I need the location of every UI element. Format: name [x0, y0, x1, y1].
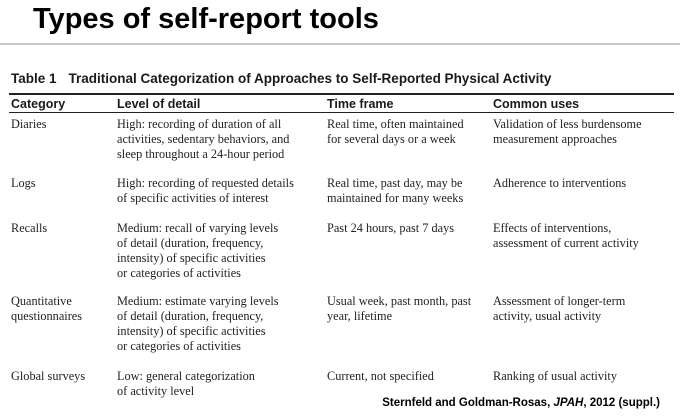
row-common-uses: Validation of less burdensome measuremen…: [493, 117, 642, 146]
row-common-uses: Ranking of usual activity: [493, 369, 617, 383]
row-level-of-detail: Medium: estimate varying levels of detai…: [117, 294, 279, 353]
row-level-of-detail: Medium: recall of varying levels of deta…: [117, 221, 279, 280]
row-category: Logs: [11, 176, 36, 190]
title-divider: [0, 43, 680, 45]
citation-authors: Sternfeld and Goldman-Rosas,: [382, 397, 551, 409]
row-level-of-detail: High: recording of duration of all activ…: [117, 117, 290, 161]
row-time-frame: Real time, past day, may be maintained f…: [327, 176, 464, 205]
header-category: Category: [11, 97, 66, 111]
citation-details: , 2012 (suppl.): [583, 397, 660, 409]
row-category: Diaries: [11, 117, 47, 131]
table-caption: Table 1 Traditional Categorization of App…: [11, 71, 551, 86]
row-level-of-detail: High: recording of requested details of …: [117, 176, 294, 205]
row-category: Recalls: [11, 221, 48, 235]
citation-journal: JPAH: [553, 397, 584, 409]
table-top-rule: [9, 93, 674, 95]
row-common-uses: Adherence to interventions: [493, 176, 627, 190]
row-common-uses: Effects of interventions, assessment of …: [493, 221, 639, 250]
row-time-frame: Real time, often maintained for several …: [327, 117, 464, 146]
header-level-of-detail: Level of detail: [117, 97, 201, 111]
row-time-frame: Current, not specified: [327, 369, 434, 383]
row-common-uses: Assessment of longer-term activity, usua…: [493, 294, 626, 323]
row-time-frame: Usual week, past month, past year, lifet…: [327, 294, 472, 323]
table-number: Table 1: [11, 71, 57, 86]
row-category: Quantitative questionnaires: [11, 294, 83, 323]
row-level-of-detail: Low: general categorization of activity …: [117, 369, 255, 398]
header-time-frame: Time frame: [327, 97, 394, 111]
citation: Sternfeld and Goldman-Rosas, JPAH, 2012 …: [382, 397, 660, 409]
table-caption-text: Traditional Categorization of Approaches…: [68, 71, 552, 86]
table-header-rule: [9, 112, 674, 113]
row-time-frame: Past 24 hours, past 7 days: [327, 221, 455, 235]
header-common-uses: Common uses: [493, 97, 580, 111]
row-category: Global surveys: [11, 369, 86, 383]
slide-title: Types of self-report tools: [33, 3, 379, 35]
